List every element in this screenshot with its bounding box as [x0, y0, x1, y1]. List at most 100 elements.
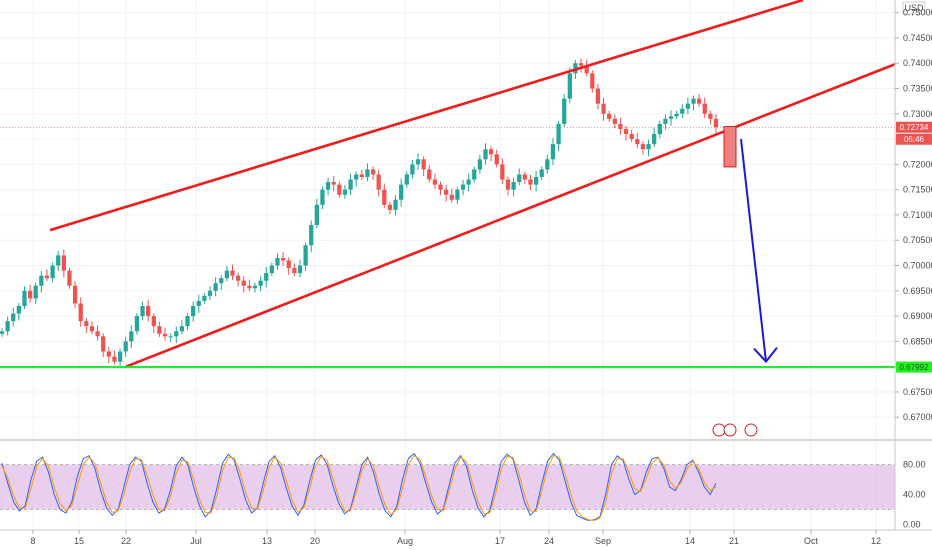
- time-tick-label: 12: [871, 536, 881, 546]
- oscillator-ticks: 80.00 40.00 0.00: [903, 460, 926, 530]
- candle-body: [612, 118, 617, 124]
- candle-body: [5, 321, 10, 332]
- target-arrow[interactable]: [740, 138, 778, 364]
- candle-body: [235, 275, 241, 281]
- event-icons[interactable]: [712, 423, 758, 437]
- candle-body: [354, 174, 359, 180]
- candle-body: [466, 179, 471, 185]
- candle-body: [567, 73, 572, 99]
- candle-body: [309, 225, 314, 246]
- candle-body: [230, 270, 235, 276]
- candle-body: [252, 285, 258, 289]
- candle-body: [61, 255, 66, 271]
- candle-body: [11, 313, 16, 322]
- candle-body: [646, 144, 651, 150]
- eu-flag-icon[interactable]: [723, 423, 737, 437]
- candle-body: [472, 169, 477, 180]
- candle-body: [275, 257, 280, 266]
- candle-body: [101, 336, 106, 352]
- candle-body: [663, 118, 668, 124]
- candle-body: [348, 179, 353, 190]
- candle-body: [123, 341, 128, 352]
- candle-body: [387, 204, 393, 210]
- candle-body: [241, 280, 246, 286]
- candle-body: [629, 134, 634, 140]
- candle-body: [640, 144, 646, 150]
- main-pane[interactable]: [0, 0, 896, 530]
- candle-body: [314, 204, 319, 226]
- candle-body: [376, 174, 381, 190]
- candle-body: [50, 265, 55, 279]
- candle-body: [713, 118, 719, 128]
- candle-body: [488, 149, 494, 155]
- us-flag-icon[interactable]: [712, 423, 726, 437]
- oscillator-pane[interactable]: [0, 439, 932, 522]
- candle-body: [556, 123, 561, 145]
- candle-body: [224, 270, 230, 279]
- time-gridlines: [32, 0, 877, 530]
- countdown-value: 05:46: [904, 135, 925, 144]
- candle-body: [528, 179, 533, 185]
- candle-body: [539, 169, 544, 178]
- candle-body: [297, 265, 303, 274]
- price-tag-box: [896, 121, 932, 133]
- candle-body: [584, 65, 589, 74]
- candle-body: [95, 331, 100, 337]
- candle-body: [106, 351, 111, 357]
- candle-body: [483, 149, 488, 160]
- time-ticks: 8 15 22 Jul 13 20 Aug 17 24 Sep 14 21 Oct 12: [30, 530, 881, 546]
- candle-body: [202, 295, 207, 301]
- candle-body: [117, 351, 123, 362]
- candle-body: [517, 174, 522, 183]
- candle-body: [708, 113, 713, 119]
- time-tick-label: Oct: [804, 536, 819, 546]
- candle-body: [337, 184, 342, 195]
- candle-body: [432, 179, 438, 185]
- time-tick-label: Aug: [397, 536, 413, 546]
- channel-lower-line[interactable]: [125, 63, 896, 368]
- candle-body: [325, 182, 331, 190]
- candle-body: [399, 184, 404, 200]
- candle-body: [696, 98, 702, 104]
- candle-body: [562, 98, 567, 124]
- candle-body: [607, 113, 612, 119]
- support-tag-box: [896, 361, 932, 373]
- forecast-box[interactable]: [723, 125, 737, 168]
- candle-body: [247, 285, 252, 289]
- support-tag[interactable]: 0.67992: [896, 361, 932, 373]
- candle-body: [134, 316, 140, 332]
- candle-body: [292, 268, 297, 274]
- candle-body: [382, 189, 387, 205]
- candle-body: [78, 303, 83, 322]
- us-flag-icon[interactable]: [744, 423, 758, 437]
- candle-body: [16, 305, 22, 314]
- candle-body: [550, 144, 556, 160]
- time-tick-label: 17: [495, 536, 505, 546]
- stochastic-band: [0, 464, 895, 510]
- candle-body: [27, 290, 33, 299]
- candle-body: [370, 169, 376, 175]
- candle-body: [460, 184, 466, 190]
- time-axis[interactable]: 8 15 22 Jul 13 20 Aug 17 24 Sep 14 21 Oct 12: [0, 529, 932, 546]
- currency-label: USD: [904, 3, 924, 13]
- candle-body: [595, 88, 601, 104]
- price-tag[interactable]: 0.72734 05:46: [896, 121, 932, 145]
- candle-body: [601, 103, 606, 114]
- oscillator-tick-label: 40.00: [903, 489, 926, 499]
- currency-box[interactable]: [902, 1, 926, 15]
- candle-body: [685, 103, 691, 109]
- candle-body: [477, 159, 483, 170]
- candle-body: [691, 98, 696, 104]
- channel-upper-line[interactable]: [49, 0, 804, 232]
- candle-body: [0, 331, 5, 334]
